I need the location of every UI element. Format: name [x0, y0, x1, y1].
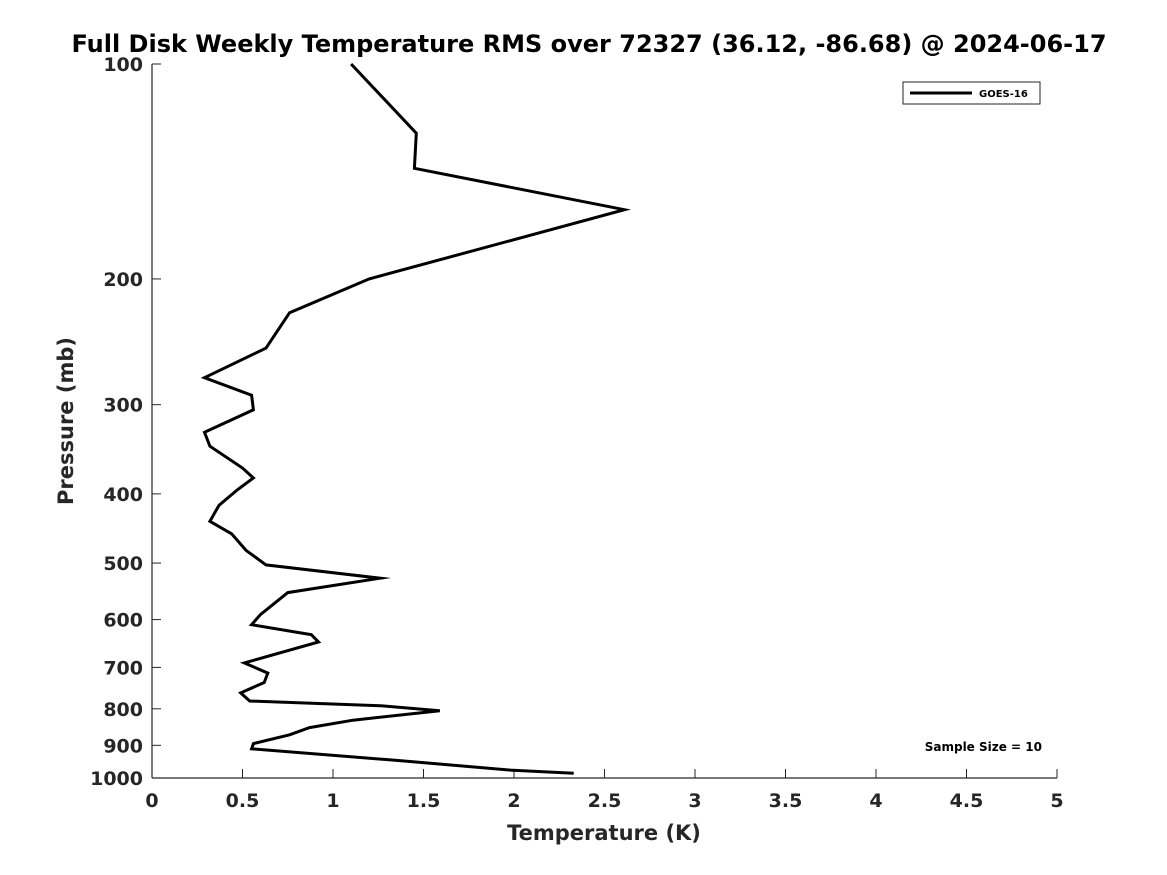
- y-tick-label: 100: [103, 54, 143, 76]
- x-tick-label: 0: [145, 790, 158, 812]
- plot-area: [151, 64, 1057, 779]
- sample-size-annotation: Sample Size = 10: [925, 740, 1042, 754]
- y-tick-label: 800: [103, 699, 143, 721]
- x-tick-label: 2: [507, 790, 520, 812]
- y-tick-label: 400: [103, 484, 143, 506]
- x-tick-label: 4: [869, 790, 882, 812]
- y-tick-label: 200: [103, 269, 143, 291]
- y-tick-label: 600: [103, 610, 143, 632]
- x-tick-label: 0.5: [226, 790, 260, 812]
- y-tick-label: 900: [103, 735, 143, 757]
- x-tick-label: 5: [1050, 790, 1063, 812]
- y-tick-label: 1000: [90, 768, 143, 790]
- x-tick-label: 1.5: [407, 790, 441, 812]
- y-tick-label: 700: [103, 657, 143, 679]
- x-tick-label: 3.5: [769, 790, 803, 812]
- x-tick-label: 1: [326, 790, 339, 812]
- y-axis-label: Pressure (mb): [54, 337, 78, 505]
- y-axis: 100 200 300 400 500 600 700 800 900 1000: [90, 54, 161, 790]
- x-tick-label: 3: [688, 790, 701, 812]
- x-axis-label: Temperature (K): [507, 821, 701, 845]
- legend-label-goes-16: GOES-16: [979, 89, 1028, 100]
- chart-title: Full Disk Weekly Temperature RMS over 72…: [71, 30, 1106, 58]
- y-tick-label: 500: [103, 553, 143, 575]
- legend: GOES-16: [902, 81, 1041, 105]
- y-tick-label: 300: [103, 395, 143, 417]
- x-tick-label: 2.5: [588, 790, 622, 812]
- x-tick-label: 4.5: [950, 790, 984, 812]
- series-layer: [200, 62, 631, 775]
- x-axis: 0 0.5 1 1.5 2 2.5 3 3.5 4 4.5 5: [145, 769, 1064, 812]
- series-line-goes-16: [200, 62, 631, 775]
